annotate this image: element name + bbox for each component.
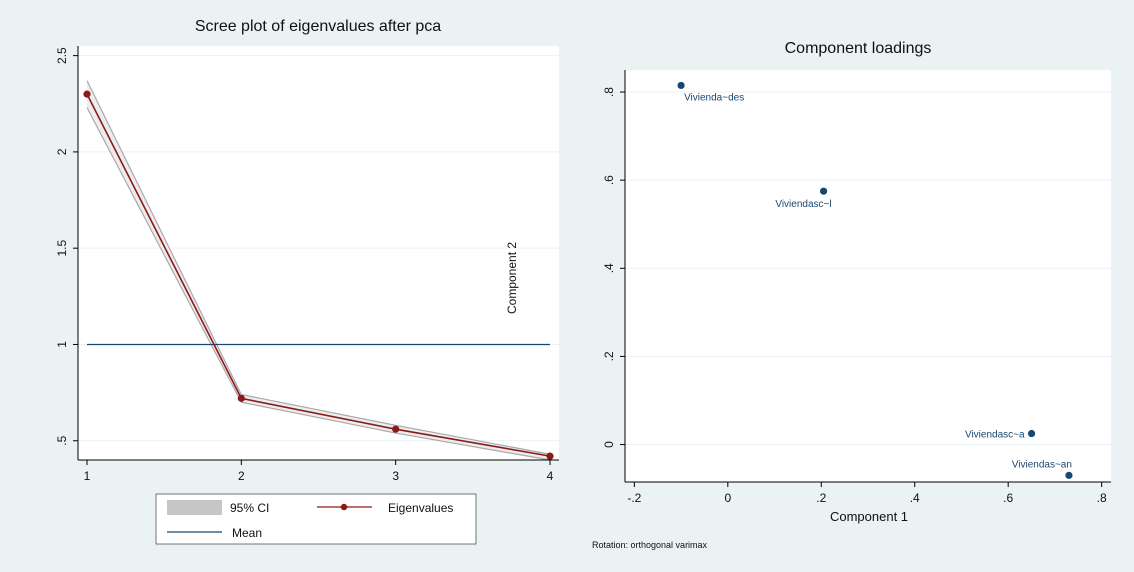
scree-plot-area	[78, 46, 559, 460]
scree-x-tick-label: 1	[84, 469, 91, 483]
loadings-y-tick-label: 0	[602, 441, 616, 448]
legend-mean-label: Mean	[232, 526, 262, 540]
loading-point-label: Vivienda~des	[684, 92, 744, 103]
loadings-x-tick-label: 0	[724, 491, 731, 505]
loadings-y-tick-label: .4	[602, 263, 616, 273]
loadings-gridlines	[625, 91, 1111, 446]
loading-point	[677, 81, 685, 90]
loadings-y-tick-label: .2	[602, 351, 616, 361]
loading-point-label: Viviendasc~l	[775, 199, 831, 210]
scree-y-tick-label: 1.5	[55, 240, 69, 257]
eigenvalue-line	[86, 93, 551, 457]
loading-point-label: Viviendas~an	[1012, 459, 1072, 470]
eigenvalue-point	[83, 90, 91, 98]
legend-ci-swatch	[167, 500, 222, 515]
loadings-y-tick-label: .6	[602, 175, 616, 185]
loadings-y-axis: 0 .2 .4 .6 .8	[602, 70, 626, 482]
eigenvalue-point	[392, 425, 400, 433]
scree-legend: 95% CI Eigenvalues Mean	[155, 493, 477, 545]
loading-point	[1027, 429, 1036, 438]
scree-y-tick-label: 1	[55, 341, 69, 348]
loading-point	[1065, 471, 1073, 479]
scree-plot-title: Scree plot of eigenvalues after pca	[195, 18, 441, 35]
scree-x-tick-label: 3	[392, 469, 399, 483]
scree-x-tick-label: 4	[547, 469, 554, 483]
rotation-note: Rotation: orthogonal varimax	[592, 540, 708, 550]
loadings-x-tick-label: .4	[910, 491, 920, 505]
scree-x-tick-label: 2	[238, 469, 245, 483]
scree-plot-panel: Scree plot of eigenvalues after pca Comp…	[55, 18, 559, 545]
legend-eigenvalues-marker	[340, 503, 348, 511]
eigenvalue-point	[546, 452, 554, 460]
loadings-x-tick-label: .6	[1003, 491, 1013, 505]
eigenvalue-point	[237, 394, 245, 402]
ci-lower-line	[86, 107, 551, 461]
loading-point	[820, 187, 828, 195]
legend-ci-label: 95% CI	[230, 501, 269, 515]
loadings-title: Component loadings	[785, 40, 932, 57]
loading-point-label: Viviendasc~a	[965, 430, 1025, 441]
component-loadings-panel: Component loadings Vivienda~des Viviendas…	[592, 40, 1111, 550]
loadings-y-tick-label: .8	[602, 87, 616, 97]
ci-upper-line	[86, 80, 551, 455]
legend-eigenvalues-label: Eigenvalues	[388, 501, 453, 515]
loadings-x-axis-label: Component 1	[830, 509, 908, 524]
scree-y-tick-label: .5	[55, 435, 69, 445]
scree-y-tick-label: 2	[55, 148, 69, 155]
loadings-x-tick-label: .8	[1097, 491, 1107, 505]
ci-band-lines	[86, 80, 551, 461]
scree-y-tick-label: 2.5	[55, 47, 69, 64]
loadings-x-tick-label: .2	[816, 491, 826, 505]
scree-y-axis: .5 1 1.5 2 2.5	[55, 46, 79, 460]
loadings-plot-area	[625, 70, 1111, 482]
loadings-x-axis: -.2 0 .2 .4 .6 .8	[625, 481, 1111, 505]
scree-x-axis: 1 2 3 4	[78, 459, 559, 483]
eigenvalue-series	[83, 90, 554, 460]
component-2-overlay-label: Component 2	[505, 242, 519, 314]
loadings-points: Vivienda~des Viviendasc~l Viviendasc~a Vivi…	[677, 81, 1073, 479]
loadings-x-tick-label: -.2	[627, 491, 641, 505]
